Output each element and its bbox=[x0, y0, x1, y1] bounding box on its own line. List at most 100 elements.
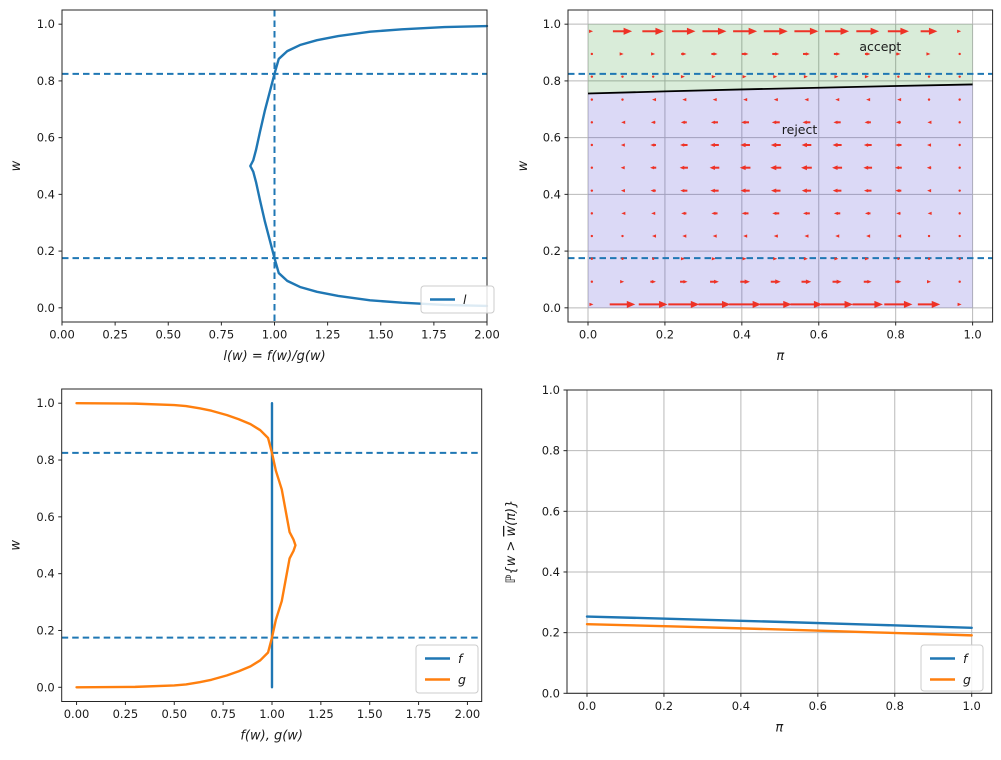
quiver-head bbox=[928, 27, 938, 35]
y-axis-label: ℙ{w > w(π)} bbox=[504, 500, 519, 584]
quiver-head bbox=[623, 27, 633, 35]
quiver-head bbox=[620, 280, 625, 284]
quiver-head bbox=[711, 211, 716, 216]
axes-spines bbox=[566, 389, 993, 694]
quiver-head bbox=[710, 188, 715, 193]
quiver-dot bbox=[651, 257, 655, 260]
quiver-head bbox=[619, 52, 624, 56]
quiver-head bbox=[721, 300, 731, 308]
quiver-dot bbox=[958, 280, 961, 283]
quiver-head bbox=[620, 143, 625, 147]
accept-region bbox=[588, 24, 973, 94]
quiver-head bbox=[655, 27, 664, 35]
quiver-head bbox=[773, 74, 778, 79]
x-tick-label: 0.0 bbox=[579, 328, 597, 342]
quiver-head bbox=[866, 234, 871, 238]
boundary-line bbox=[587, 83, 973, 95]
y-tick-label: 1.0 bbox=[36, 396, 54, 410]
quiver-head bbox=[650, 166, 655, 170]
quiver-head bbox=[836, 279, 842, 284]
quiver-dot bbox=[927, 75, 931, 78]
quiver-head bbox=[771, 188, 777, 193]
x-tick-label: 1.50 bbox=[368, 328, 394, 342]
series-l bbox=[249, 24, 489, 308]
quiver-head bbox=[743, 234, 748, 238]
quiver-head bbox=[709, 165, 715, 170]
quiver-head bbox=[710, 142, 715, 148]
quiver-head bbox=[863, 143, 869, 147]
x-tick-label: 0.75 bbox=[210, 707, 236, 721]
quiver-head bbox=[650, 120, 655, 124]
quiver-head bbox=[803, 74, 808, 79]
y-tick-label: 0.2 bbox=[543, 244, 561, 258]
quiver-head bbox=[773, 97, 778, 102]
x-tick-label: 0.6 bbox=[810, 328, 828, 342]
y-tick-label: 0.8 bbox=[543, 74, 561, 88]
quiver-dot bbox=[590, 212, 594, 215]
y-tick-label: 0.2 bbox=[36, 623, 54, 637]
x-tick-label: 0.50 bbox=[161, 707, 187, 721]
quiver-dot bbox=[958, 166, 961, 169]
quiver-head bbox=[710, 120, 715, 124]
quiver-head bbox=[896, 52, 901, 56]
quiver-head bbox=[679, 165, 685, 170]
quiver-head bbox=[835, 234, 840, 238]
quiver-head bbox=[682, 234, 687, 238]
quiver-head bbox=[620, 189, 625, 193]
quiver-head bbox=[801, 165, 807, 171]
quiver-head bbox=[866, 52, 871, 56]
quiver-head bbox=[680, 120, 685, 124]
y-tick-label: 1.0 bbox=[542, 383, 560, 397]
x-tick-label: 0.8 bbox=[887, 328, 905, 342]
quiver-head bbox=[681, 211, 686, 216]
quiver-head bbox=[874, 300, 883, 308]
quiver-head bbox=[957, 29, 962, 33]
quiver-head bbox=[712, 97, 717, 102]
quiver-dot bbox=[651, 75, 655, 78]
legend-label-f: f bbox=[963, 651, 969, 666]
quiver-dot bbox=[958, 143, 961, 147]
x-tick-label: 1.00 bbox=[262, 328, 288, 342]
quiver-head bbox=[864, 257, 869, 261]
quiver-head bbox=[895, 143, 900, 147]
quiver-head bbox=[863, 188, 869, 193]
quiver-dot bbox=[897, 257, 900, 260]
quiver-head bbox=[770, 142, 777, 148]
x-axis-label: f(w), g(w) bbox=[240, 729, 303, 744]
quiver-head bbox=[897, 97, 902, 102]
x-tick-label: 2.00 bbox=[455, 707, 481, 721]
x-tick-label: 0.4 bbox=[732, 699, 750, 713]
quiver-head bbox=[864, 211, 869, 216]
quiver-dot bbox=[958, 189, 961, 192]
quiver-head bbox=[741, 120, 746, 125]
quiver-dot bbox=[958, 75, 961, 78]
x-tick-label: 0.0 bbox=[578, 699, 596, 713]
quiver-dot bbox=[958, 121, 961, 124]
x-tick-label: 0.75 bbox=[209, 328, 235, 342]
x-tick-label: 2.00 bbox=[474, 328, 500, 342]
quiver-head bbox=[744, 279, 750, 284]
y-tick-label: 0.8 bbox=[542, 444, 560, 458]
legend-box bbox=[420, 285, 495, 314]
quiver-head bbox=[775, 52, 780, 56]
legend-label-f: f bbox=[458, 651, 464, 666]
axes-spines bbox=[567, 9, 994, 323]
quiver-head bbox=[864, 120, 869, 124]
quiver-head bbox=[589, 29, 594, 33]
y-tick-label: 1.0 bbox=[543, 17, 561, 31]
x-tick-label: 1.0 bbox=[963, 328, 981, 342]
quiver-head bbox=[895, 189, 900, 193]
quiver-head bbox=[802, 211, 807, 216]
quiver-head bbox=[834, 257, 839, 261]
quiver-dot bbox=[590, 234, 594, 238]
y-tick-label: 0.6 bbox=[542, 504, 560, 518]
quiver-head bbox=[897, 234, 902, 238]
quiver-head bbox=[957, 302, 962, 307]
quiver-dot bbox=[927, 234, 931, 238]
panel-likelihood-ratio: 0.00 0.25 0.50 0.75 1.00 1.25 1.50 1.75 2.00 0.0 0… bbox=[9, 9, 500, 364]
quiver-head bbox=[927, 143, 932, 147]
y-tick-label: 0.0 bbox=[542, 686, 560, 700]
x-tick-label: 0.25 bbox=[102, 328, 128, 342]
legend-box bbox=[415, 644, 479, 694]
quiver-head bbox=[680, 143, 685, 147]
